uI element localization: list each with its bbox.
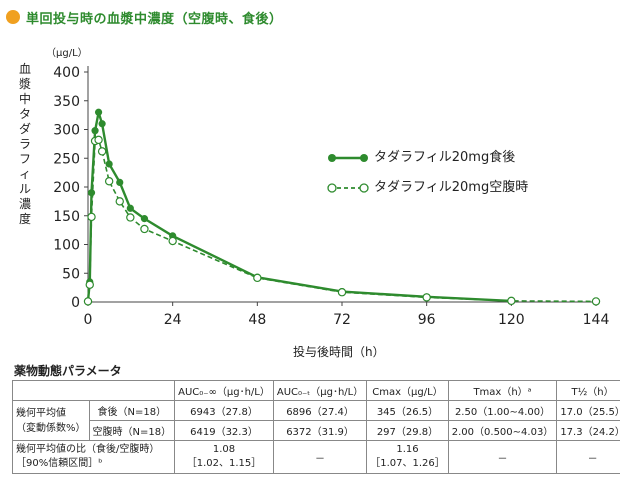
- data-point-series-0: [98, 120, 106, 128]
- series-line-1: [87, 138, 597, 303]
- data-point-series-0: [87, 189, 96, 197]
- data-point-series-1: [507, 296, 516, 306]
- table-cell: 345（26.5）: [366, 400, 449, 421]
- legend: タダラフィル20mg食後 タダラフィル20mg空腹時: [326, 148, 528, 208]
- data-point-series-1: [83, 297, 93, 306]
- data-point-series-1: [140, 224, 149, 234]
- table-cell: 17.3（24.2）: [556, 420, 620, 441]
- ratio-value: －: [587, 453, 598, 465]
- y-tick-label: 0: [71, 295, 80, 311]
- data-point-series-1: [337, 288, 347, 297]
- x-tick-label: 144: [583, 312, 610, 328]
- table-cell: 2.50（1.00∼4.00）: [447, 400, 558, 421]
- x-tick-label: 24: [164, 312, 182, 328]
- data-point-series-1: [115, 197, 124, 206]
- y-tick-label: 300: [53, 123, 80, 139]
- y-tick-label: 150: [53, 209, 80, 225]
- y-tick-label: 400: [53, 65, 80, 81]
- legend-solid-line-icon: [328, 154, 368, 162]
- concentration-chart: 0 50 100 150 200 250 300 350 400 0 24 48 72 96 120 144: [53, 65, 610, 328]
- data-point-series-1: [94, 135, 103, 145]
- y-tick-label: 250: [53, 151, 80, 167]
- chart-title: 単回投与時の血漿中濃度（空腹時、食後）: [26, 11, 283, 27]
- data-point-series-1: [168, 236, 177, 246]
- table-cell: －: [447, 440, 558, 474]
- table-row: 幾何平均値の比（食後/空腹時） ［90%信頼区間］ᵇ 1.08 ［1.02、1.…: [11, 440, 620, 474]
- header-auc-t: AUC₀₋ₜ（μg･h/L）: [272, 380, 368, 401]
- header-thalf: T½（h）: [556, 380, 620, 401]
- table-header-row: AUC₀₋∞（μg･h/L） AUC₀₋ₜ（μg･h/L） Cmax（μg/L）…: [11, 380, 620, 401]
- x-tick-label: 120: [498, 312, 525, 328]
- y-unit: （μg/L）: [46, 48, 88, 59]
- table-cell: 6372（31.9）: [272, 420, 368, 441]
- ratio-value: 1.08: [212, 444, 236, 455]
- data-point-series-1: [97, 147, 107, 156]
- data-point-series-0: [126, 204, 134, 212]
- header-blank: [11, 380, 176, 401]
- y-tick-label: 200: [53, 180, 80, 196]
- x-axis-label: 投与後時間（h）: [293, 345, 385, 359]
- ratio-value: 1.16: [396, 444, 419, 455]
- ratio-value: －: [497, 453, 508, 465]
- data-point-series-0: [116, 178, 124, 186]
- data-point-series-1: [591, 297, 601, 306]
- group-label-line2: （変動係数%）: [16, 422, 86, 434]
- header-auc-inf: AUC₀₋∞（μg･h/L）: [174, 380, 274, 401]
- table-cell: 297（29.8）: [366, 420, 449, 441]
- ratio-ci: ［1.07、1.26］: [370, 458, 445, 469]
- table-cell: －: [556, 440, 620, 474]
- x-tick-label: 0: [84, 312, 93, 328]
- pk-table-title: 薬物動態パラメータ: [14, 364, 122, 378]
- y-tick-label: 50: [62, 266, 80, 282]
- ratio-label-cell: 幾何平均値の比（食後/空腹時） ［90%信頼区間］ᵇ: [11, 440, 176, 474]
- x-tick-label: 72: [333, 312, 351, 328]
- legend-dashed-line-icon: [327, 183, 369, 193]
- table-row: 幾何平均値 （変動係数%） 食後（N=18） 6943（27.8） 6896（2…: [12, 400, 620, 441]
- ratio-label-line2: ［90%信頼区間］ᵇ: [16, 458, 103, 469]
- group-label-cell: 幾何平均値 （変動係数%）: [12, 400, 90, 441]
- table-cell: 17.0（25.5）: [556, 400, 620, 421]
- header-cmax: Cmax（μg/L）: [366, 380, 449, 401]
- pk-parameter-table: AUC₀₋∞（μg･h/L） AUC₀₋ₜ（μg･h/L） Cmax（μg/L）…: [11, 380, 620, 474]
- table-cell: 6419（32.3）: [174, 420, 274, 441]
- table-cell: 2.00（0.500∼4.03）: [447, 420, 558, 441]
- table-cell: 6943（27.8）: [174, 400, 274, 421]
- title-row: 単回投与時の血漿中濃度（空腹時、食後）: [6, 6, 283, 28]
- legend-label-fed: タダラフィル20mg食後: [374, 150, 516, 165]
- x-tick-label: 48: [248, 312, 266, 328]
- header-tmax: Tmax（h）ᵃ: [447, 380, 558, 401]
- data-point-series-0: [140, 215, 149, 223]
- data-point-series-0: [94, 108, 103, 116]
- table-cell: 1.08 ［1.02、1.15］: [174, 440, 274, 474]
- table-row: 空腹時（N=18） 6419（32.3） 6372（31.9） 297（29.8…: [13, 420, 620, 441]
- y-tick-label: 350: [53, 94, 80, 110]
- data-point-series-0: [105, 160, 113, 168]
- data-point-series-1: [85, 280, 94, 289]
- y-tick-label: 100: [53, 238, 80, 254]
- data-point-series-1: [126, 213, 135, 222]
- data-point-series-0: [91, 127, 99, 135]
- legend-item-fed: タダラフィル20mg食後: [326, 148, 528, 168]
- table-cell: 6896（27.4）: [272, 400, 368, 421]
- table-cell: －: [272, 440, 368, 474]
- y-axis-label: 血漿中タダラフィル濃度: [18, 62, 31, 226]
- row-label-fed: 食後（N=18）: [88, 400, 176, 421]
- row-label-fasted: 空腹時（N=18）: [88, 420, 176, 441]
- table-cell: 1.16 ［1.07、1.26］: [366, 440, 449, 474]
- data-point-series-1: [104, 177, 114, 186]
- ratio-ci: ［1.02、1.15］: [186, 458, 262, 469]
- ratio-label-line1: 幾何平均値の比（食後/空腹時）: [16, 444, 160, 455]
- data-point-series-1: [422, 293, 431, 302]
- x-tick-label: 96: [418, 312, 436, 328]
- data-point-series-1: [87, 212, 96, 222]
- data-point-series-1: [253, 273, 262, 283]
- ratio-value: －: [315, 453, 326, 465]
- legend-label-fasted: タダラフィル20mg空腹時: [374, 180, 529, 195]
- group-label-line1: 幾何平均値: [16, 407, 66, 419]
- legend-item-fasted: タダラフィル20mg空腹時: [326, 178, 528, 198]
- bullet-dot-icon: [6, 10, 20, 24]
